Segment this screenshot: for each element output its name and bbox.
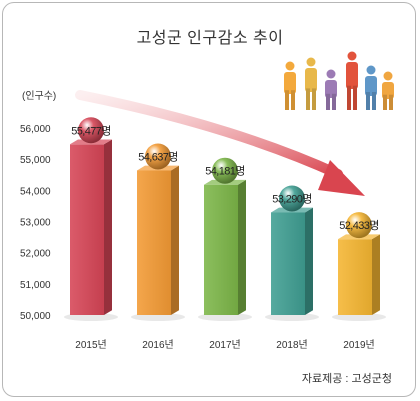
x-category-label: 2016년 [142, 339, 173, 351]
bar-group: 53,290명 [265, 185, 319, 321]
bar-side [372, 234, 380, 315]
bar [271, 212, 305, 315]
bar-side [305, 207, 313, 315]
x-category-label: 2017년 [209, 339, 240, 351]
person-figure [284, 61, 296, 110]
bar [70, 144, 104, 315]
x-category-label: 2015년 [75, 339, 106, 351]
bar-sphere [145, 143, 171, 170]
y-axis-unit-label: (인구수) [22, 90, 56, 102]
arrow-head [318, 160, 365, 196]
y-tick-label: 54,000 [20, 186, 51, 197]
bar-series: 55,477명 54,637명 54,181명 53,290명 52,433명 [64, 117, 386, 321]
bar [137, 170, 171, 315]
x-axis-categories: 2015년 2016년 2017년 2018년 2019년 [75, 339, 374, 351]
y-tick-label: 51,000 [20, 280, 51, 291]
y-tick-label: 53,000 [20, 218, 51, 229]
person-figure [346, 51, 358, 110]
bar-group: 55,477명 [64, 117, 118, 321]
data-label: 54,637명 [138, 150, 178, 163]
arrow-shaft [75, 90, 343, 179]
bar [204, 184, 238, 315]
bar-sphere [212, 157, 238, 184]
person-figure [305, 57, 317, 110]
people-illustration [284, 51, 394, 110]
bar-sphere [78, 117, 104, 144]
bar-sphere [279, 185, 305, 212]
bar [338, 239, 372, 315]
chart-title: 고성군 인구감소 추이 [136, 30, 284, 47]
data-label: 53,290명 [272, 192, 312, 205]
data-label: 55,477명 [71, 124, 111, 137]
y-tick-label: 52,000 [20, 249, 51, 260]
bar-side [104, 139, 112, 315]
bar-side [238, 179, 246, 315]
data-label: 52,433명 [339, 219, 379, 232]
decline-arrow [75, 90, 365, 196]
bar-group: 54,181명 [198, 157, 252, 321]
y-tick-label: 50,000 [20, 311, 51, 322]
bar-sphere [346, 212, 372, 239]
person-figure [382, 71, 394, 110]
bar-group: 54,637명 [131, 143, 185, 321]
bar-group: 52,433명 [332, 212, 386, 321]
data-label: 54,181명 [205, 165, 245, 178]
y-tick-label: 56,000 [20, 124, 51, 135]
y-axis-ticks: 50,000 51,000 52,000 53,000 54,000 55,000 56,0… [20, 124, 51, 322]
source-note: 자료제공 : 고성군청 [301, 373, 392, 385]
y-tick-label: 55,000 [20, 155, 51, 166]
person-figure [365, 65, 377, 110]
bar-side [171, 165, 179, 315]
x-category-label: 2018년 [276, 339, 307, 351]
x-category-label: 2019년 [343, 339, 374, 351]
person-figure [325, 69, 337, 110]
